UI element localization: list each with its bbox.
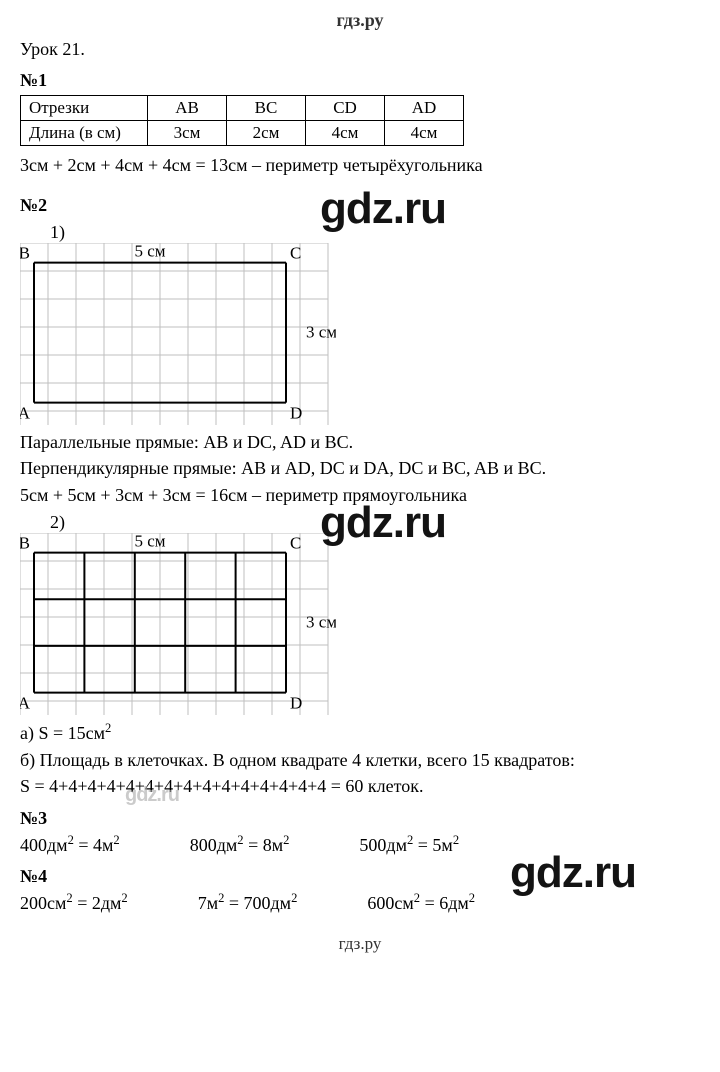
figure-2-wrap: gdz.ru 2) BCAD5 см3 см (20, 512, 700, 715)
eq-cell: 500дм2 = 5м2 (359, 833, 459, 856)
table-cell: BC (227, 96, 306, 121)
eq-cell: 800дм2 = 8м2 (190, 833, 290, 856)
task3-number: №3 (20, 808, 700, 829)
svg-text:C: C (290, 243, 301, 262)
task1-table: Отрезки AB BC CD AD Длина (в см) 3см 2см… (20, 95, 464, 146)
figure-1: B C A D 5 см 3 см (20, 243, 336, 425)
table-cell: 2см (227, 121, 306, 146)
eq-cell: 600см2 = 6дм2 (367, 891, 475, 914)
watermark-main: gdz.ru (510, 848, 636, 898)
svg-text:C: C (290, 534, 301, 553)
table-row: Длина (в см) 3см 2см 4см 4см (21, 121, 464, 146)
page-header: гдз.ру (20, 10, 700, 31)
svg-text:3 см: 3 см (306, 322, 336, 341)
svg-text:B: B (20, 534, 30, 553)
figure-2: B C A D 5 см 3 см (20, 533, 336, 715)
svg-text:A: A (20, 694, 31, 713)
table-cell: 3см (148, 121, 227, 146)
lesson-title: Урок 21. (20, 39, 700, 60)
task2-parallel: Параллельные прямые: AB и DC, AD и BC. (20, 431, 700, 454)
svg-text:5 см: 5 см (134, 243, 165, 261)
watermark-main: gdz.ru (320, 184, 446, 234)
task2-perpendicular: Перпендикулярные прямые: AB и AD, DC и D… (20, 457, 700, 480)
watermark-gray: gdz.ru (125, 784, 179, 807)
figure-1-wrap: gdz.ru 1) BCAD5 см3 см (20, 222, 700, 425)
svg-text:B: B (20, 243, 30, 262)
svg-text:5 см: 5 см (134, 533, 165, 551)
table-row: Отрезки AB BC CD AD (21, 96, 464, 121)
svg-text:3 см: 3 см (306, 613, 336, 632)
table-cell: 4см (385, 121, 464, 146)
watermark-main: gdz.ru (320, 498, 446, 548)
table-cell: Длина (в см) (21, 121, 148, 146)
svg-text:A: A (20, 403, 31, 422)
page-footer: гдз.ру (20, 934, 700, 954)
task1-text: 3см + 2см + 4см + 4см = 13см – периметр … (20, 154, 700, 177)
table-cell: AD (385, 96, 464, 121)
table-cell: Отрезки (21, 96, 148, 121)
task2-area-a: а) S = 15см2 (20, 721, 700, 745)
task1-number: №1 (20, 70, 700, 91)
table-cell: AB (148, 96, 227, 121)
table-cell: CD (306, 96, 385, 121)
task2-area-b-calc: S = 4+4+4+4+4+4+4+4+4+4+4+4+4+4+4 = 60 к… (20, 775, 700, 798)
eq-cell: 7м2 = 700дм2 (198, 891, 298, 914)
svg-text:D: D (290, 694, 302, 713)
eq-cell: 200см2 = 2дм2 (20, 891, 128, 914)
svg-text:D: D (290, 403, 302, 422)
eq-cell: 400дм2 = 4м2 (20, 833, 120, 856)
table-cell: 4см (306, 121, 385, 146)
task2-area-b: б) Площадь в клеточках. В одном квадрате… (20, 749, 700, 772)
